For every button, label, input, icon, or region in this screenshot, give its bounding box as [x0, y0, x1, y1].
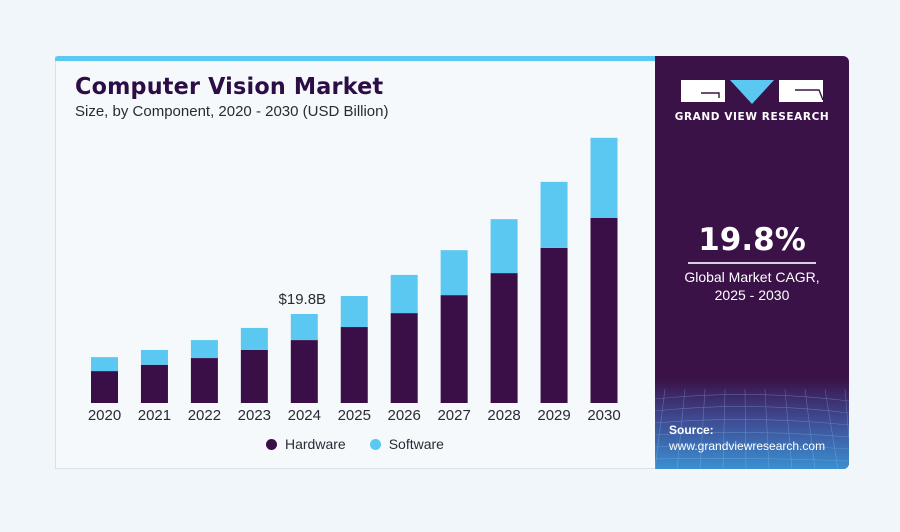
- x-tick-label-2025: 2025: [338, 407, 371, 424]
- x-tick-label-2026: 2026: [388, 407, 421, 424]
- chart-subtitle: Size, by Component, 2020 - 2030 (USD Bil…: [75, 103, 389, 120]
- bar-hardware-2021: [140, 364, 168, 403]
- x-tick-label-2024: 2024: [288, 407, 321, 424]
- annotation-2024: $19.8B: [279, 291, 327, 308]
- brand-name: GRAND VIEW RESEARCH: [674, 111, 830, 123]
- bar-software-2022: [190, 340, 218, 359]
- bar-software-2023: [240, 327, 268, 350]
- x-tick-label-2028: 2028: [487, 407, 520, 424]
- bar-hardware-2022: [190, 358, 218, 403]
- bar-software-2029: [540, 181, 568, 248]
- gvr-logo-icon: [681, 80, 823, 104]
- cagr-divider: [688, 262, 816, 264]
- bar-hardware-2020: [91, 371, 118, 403]
- x-tick-label-2027: 2027: [437, 407, 470, 424]
- mesh-decoration-icon: [655, 388, 849, 469]
- legend-item-software: Software: [369, 436, 444, 452]
- bar-software-2028: [490, 219, 518, 274]
- bar-hardware-2029: [540, 247, 568, 403]
- x-tick-label-2021: 2021: [138, 407, 171, 424]
- x-tick-label-2030: 2030: [587, 407, 620, 424]
- panel-gradient: [655, 379, 849, 469]
- bar-software-2027: [440, 250, 468, 296]
- bar-hardware-2027: [440, 295, 468, 403]
- bar-software-2024: [290, 314, 318, 341]
- bar-hardware-2025: [340, 327, 368, 403]
- bar-software-2026: [390, 274, 418, 314]
- bar-hardware-2028: [490, 273, 518, 403]
- cagr-label-line1: Global Market CAGR,: [684, 269, 820, 285]
- legend-label-hardware: Hardware: [285, 436, 346, 452]
- chart-title: Computer Vision Market: [75, 74, 384, 100]
- bars-group: [91, 137, 618, 403]
- legend-item-hardware: Hardware: [266, 436, 346, 452]
- bar-hardware-2030: [590, 217, 618, 403]
- legend-label-software: Software: [388, 436, 444, 452]
- bar-hardware-2024: [290, 340, 318, 403]
- x-tick-label-2022: 2022: [188, 407, 221, 424]
- legend-swatch-software: [369, 438, 381, 450]
- cagr-label-line2: 2025 - 2030: [714, 287, 790, 303]
- legend-swatch-hardware: [266, 438, 277, 450]
- bar-software-2021: [140, 349, 168, 365]
- bar-software-2025: [340, 296, 368, 328]
- legend: Hardware Software: [266, 436, 444, 452]
- x-tick-label-2029: 2029: [537, 407, 570, 424]
- x-tick-label-2023: 2023: [238, 407, 271, 424]
- info-panel: GRAND VIEW RESEARCH 19.8% Global Market …: [655, 56, 849, 469]
- accent-bar: [55, 56, 655, 61]
- bar-software-2030: [590, 137, 618, 218]
- source-url[interactable]: www.grandviewresearch.com: [669, 439, 826, 453]
- bar-software-2020: [91, 357, 118, 372]
- x-axis-ticks: 2020 2021 2022 2023 2024 2025 2026 2027 2028 2029…: [88, 407, 621, 424]
- cagr-label: Global Market CAGR, 2025 - 2030: [655, 268, 849, 304]
- source-label: Source:: [669, 423, 714, 437]
- bar-hardware-2023: [240, 349, 268, 403]
- cagr-value: 19.8%: [698, 222, 806, 258]
- bar-hardware-2026: [390, 313, 418, 403]
- annotations-group: $19.8B: [279, 291, 327, 308]
- x-tick-label-2020: 2020: [88, 407, 121, 424]
